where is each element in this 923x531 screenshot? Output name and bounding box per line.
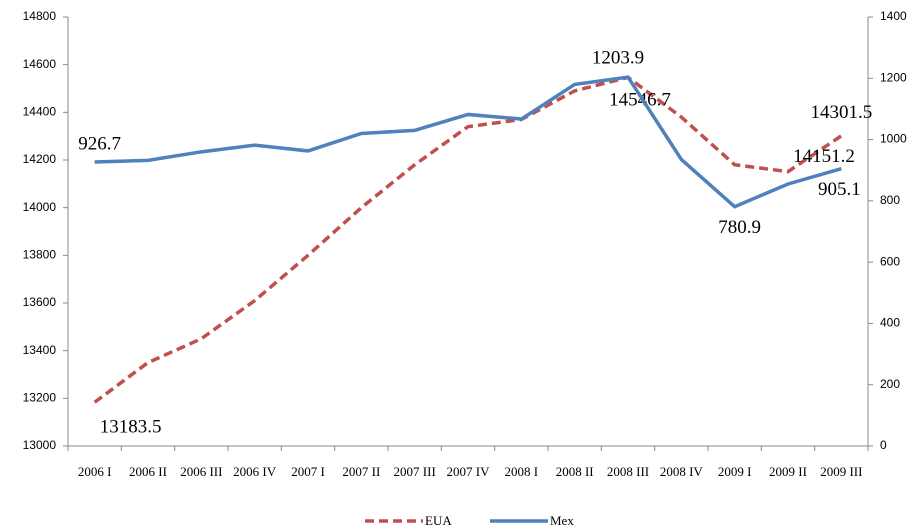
x-tick-label: 2006 IV	[233, 464, 277, 479]
x-tick-label: 2007 I	[291, 464, 325, 479]
legend-label: EUA	[425, 513, 452, 528]
y2-tick-label: 1400	[880, 9, 907, 23]
y-tick-label: 13800	[23, 248, 57, 262]
line-series	[93, 75, 843, 404]
y-tick-label: 13600	[23, 295, 57, 309]
data-label: 14546.7	[609, 90, 671, 111]
y-tick-label: 14200	[23, 152, 57, 166]
data-label: 780.9	[718, 217, 761, 238]
y-tick-label: 13200	[23, 391, 57, 405]
x-tick-label: 2008 IV	[660, 464, 704, 479]
data-label: 926.7	[78, 133, 121, 154]
data-label: 14151.2	[793, 146, 855, 167]
y-tick-label: 13400	[23, 343, 57, 357]
data-label: 14301.5	[810, 102, 872, 123]
legend-label: Mex	[550, 513, 574, 528]
x-tick-label: 2009 II	[769, 464, 807, 479]
data-label: 905.1	[818, 179, 861, 200]
x-tick-label: 2009 III	[820, 464, 862, 479]
x-tick-label: 2006 III	[180, 464, 222, 479]
y2-tick-label: 800	[880, 193, 900, 207]
data-label: 1203.9	[592, 47, 644, 68]
x-tick-label: 2006 I	[78, 464, 112, 479]
x-tick-label: 2008 II	[556, 464, 594, 479]
y-tick-label: 14600	[23, 57, 57, 71]
y-tick-label: 13000	[23, 438, 57, 452]
x-tick-label: 2008 III	[607, 464, 649, 479]
x-tick-label: 2007 II	[342, 464, 380, 479]
y2-tick-label: 1000	[880, 132, 907, 146]
y2-tick-label: 600	[880, 254, 900, 268]
y-tick-label: 14800	[23, 9, 57, 23]
y2-tick-label: 0	[880, 438, 887, 452]
x-tick-label: 2006 II	[129, 464, 167, 479]
y2-tick-label: 400	[880, 316, 900, 330]
x-tick-label: 2007 IV	[447, 464, 491, 479]
y2-tick-label: 200	[880, 377, 900, 391]
x-tick-label: 2009 I	[718, 464, 752, 479]
y-tick-label: 14400	[23, 105, 57, 119]
x-tick-label: 2008 I	[505, 464, 539, 479]
line-series	[94, 75, 842, 209]
x-tick-label: 2007 III	[394, 464, 436, 479]
data-label: 13183.5	[100, 417, 162, 438]
y2-tick-label: 1200	[880, 70, 907, 84]
y-tick-label: 14000	[23, 200, 57, 214]
